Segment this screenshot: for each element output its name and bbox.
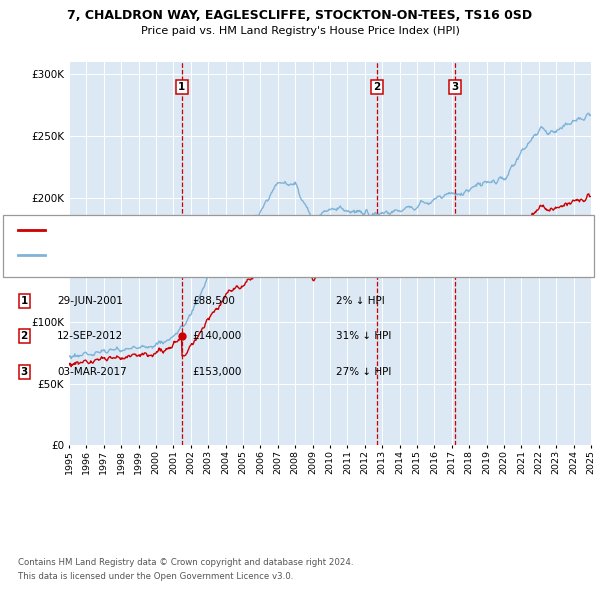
Text: Contains HM Land Registry data © Crown copyright and database right 2024.: Contains HM Land Registry data © Crown c…	[18, 558, 353, 567]
Text: 1: 1	[178, 82, 185, 92]
Text: This data is licensed under the Open Government Licence v3.0.: This data is licensed under the Open Gov…	[18, 572, 293, 581]
Text: 3: 3	[20, 367, 28, 376]
Text: £153,000: £153,000	[192, 367, 241, 376]
Text: 1: 1	[20, 296, 28, 306]
Text: 03-MAR-2017: 03-MAR-2017	[57, 367, 127, 376]
Text: 29-JUN-2001: 29-JUN-2001	[57, 296, 123, 306]
Text: HPI: Average price, detached house, Stockton-on-Tees: HPI: Average price, detached house, Stoc…	[49, 250, 313, 260]
Text: 7, CHALDRON WAY, EAGLESCLIFFE, STOCKTON-ON-TEES, TS16 0SD: 7, CHALDRON WAY, EAGLESCLIFFE, STOCKTON-…	[67, 9, 533, 22]
Text: 2% ↓ HPI: 2% ↓ HPI	[336, 296, 385, 306]
Text: 2: 2	[20, 332, 28, 341]
Text: Price paid vs. HM Land Registry's House Price Index (HPI): Price paid vs. HM Land Registry's House …	[140, 26, 460, 35]
Text: £140,000: £140,000	[192, 332, 241, 341]
Text: 2: 2	[373, 82, 380, 92]
Text: 3: 3	[451, 82, 458, 92]
Text: £88,500: £88,500	[192, 296, 235, 306]
Text: 31% ↓ HPI: 31% ↓ HPI	[336, 332, 391, 341]
Text: 7, CHALDRON WAY, EAGLESCLIFFE, STOCKTON-ON-TEES, TS16 0SD (detached house): 7, CHALDRON WAY, EAGLESCLIFFE, STOCKTON-…	[49, 225, 466, 235]
Text: 27% ↓ HPI: 27% ↓ HPI	[336, 367, 391, 376]
Text: 12-SEP-2012: 12-SEP-2012	[57, 332, 123, 341]
